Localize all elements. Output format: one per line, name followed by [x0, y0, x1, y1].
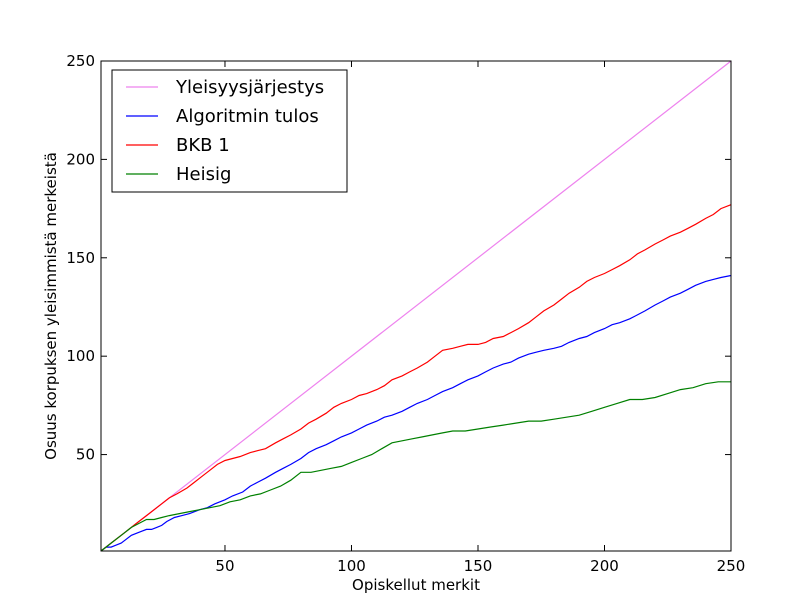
- legend-label-2: Algoritmin tulos: [176, 106, 319, 127]
- legend-label-4: Heisig: [176, 164, 231, 185]
- series-line-2: [100, 274, 732, 552]
- plot-frame: [100, 60, 732, 552]
- legend-label-1: Yleisyysjärjestys: [175, 77, 324, 98]
- y-tick-label: 50: [76, 446, 95, 464]
- x-tick-label: 250: [717, 557, 746, 575]
- x-tick-label: 150: [464, 557, 493, 575]
- legend: Yleisyysjärjestys Algoritmin tulos BKB 1 He…: [111, 69, 348, 193]
- tick-layer: 50 100 150 200 250 50 100 150 200 250: [66, 52, 745, 575]
- legend-box: [111, 69, 348, 193]
- y-tick-label: 100: [66, 347, 95, 365]
- x-tick-label: 100: [337, 557, 366, 575]
- y-tick-label: 200: [66, 150, 95, 168]
- legend-label-3: BKB 1: [176, 135, 230, 156]
- series-layer: [100, 60, 732, 552]
- series-line-3: [100, 204, 732, 552]
- series-line-1: [100, 60, 732, 552]
- x-tick-label: 200: [590, 557, 619, 575]
- x-axis-label: Opiskellut merkit: [352, 576, 480, 594]
- series-line-4: [100, 381, 731, 552]
- y-tick-label: 250: [66, 52, 95, 70]
- x-tick-label: 50: [215, 557, 234, 575]
- y-tick-label: 150: [66, 249, 95, 267]
- y-axis-label: Osuus korpuksen yleisimmistä merkeistä: [42, 152, 60, 460]
